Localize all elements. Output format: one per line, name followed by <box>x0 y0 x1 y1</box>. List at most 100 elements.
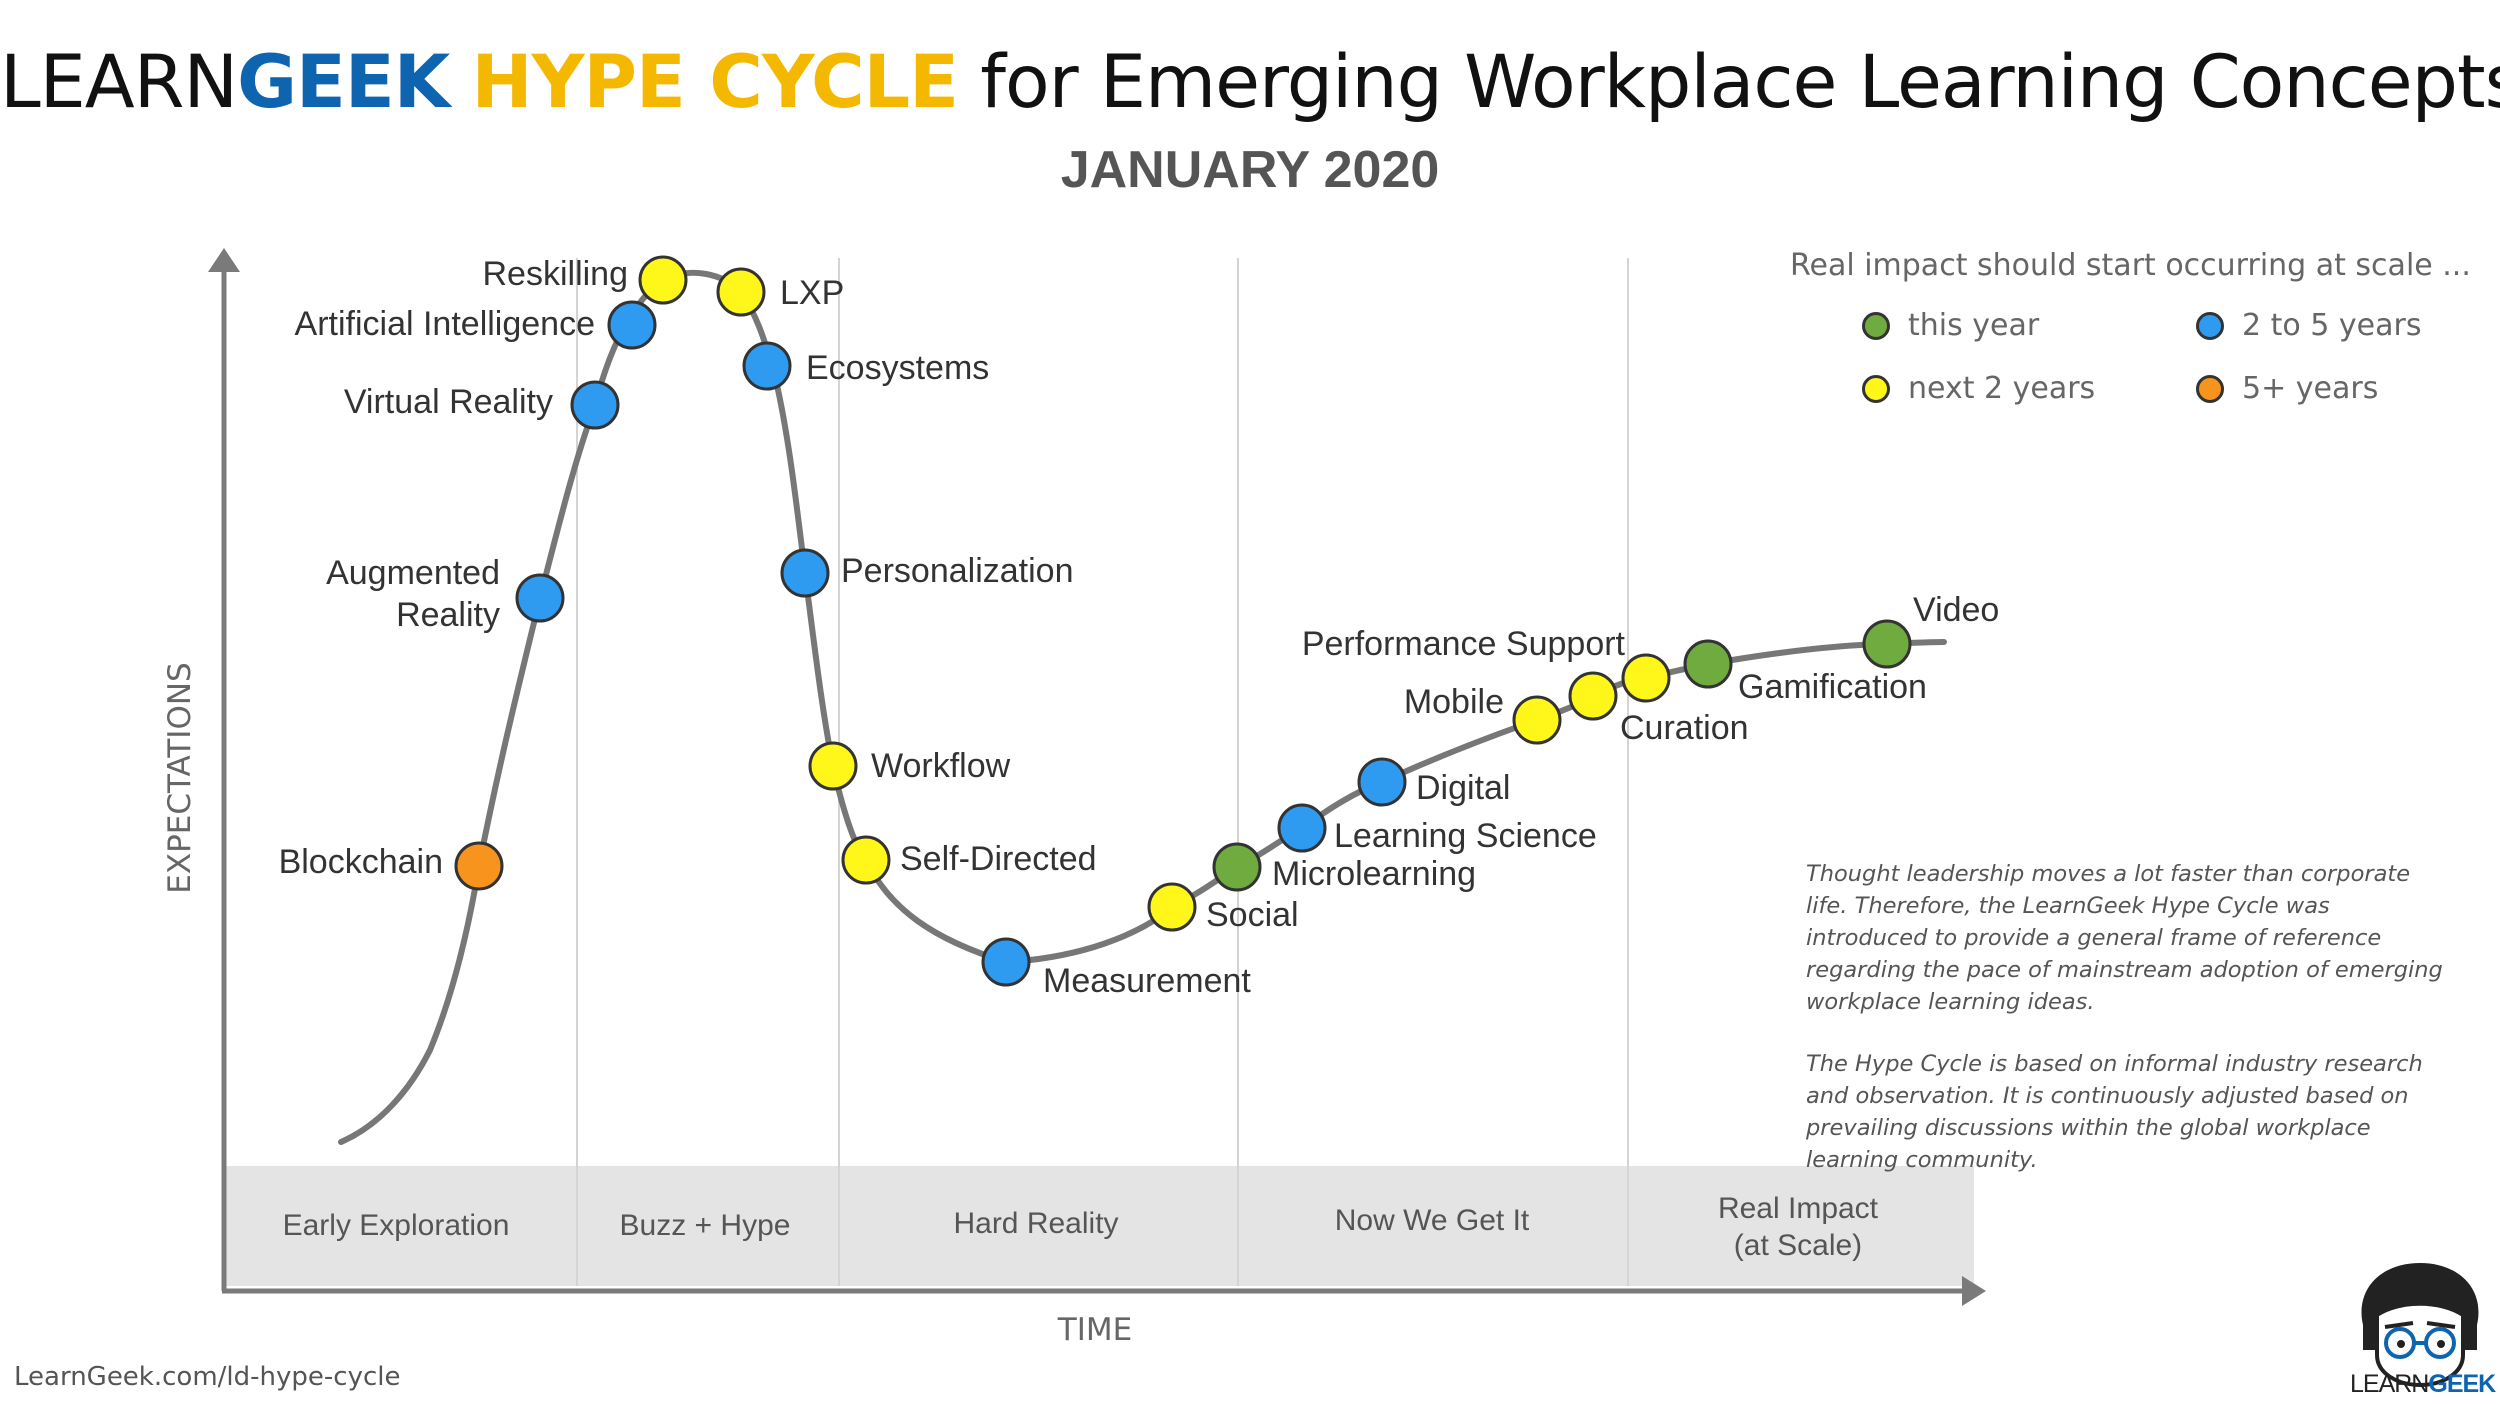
concept-dot-yellow <box>638 255 688 305</box>
concept-label: Performance Support <box>1302 625 1626 663</box>
note-paragraph: Thought leadership moves a lot faster th… <box>1806 861 2443 1015</box>
concept-label: Digital <box>1416 769 1510 807</box>
legend-swatch <box>1862 374 1890 403</box>
concept-dot-yellow <box>716 267 766 317</box>
concept-marker: Mobile <box>1404 683 1562 745</box>
concept-dot-blue <box>742 341 792 391</box>
concept-markers: Blockchain Augmented Reality Virtual Realit… <box>279 255 2000 1000</box>
concept-dot-blue <box>1357 757 1407 807</box>
title-rest: for Emerging Workplace Learning Concepts <box>958 40 2500 125</box>
concept-marker: Video <box>1862 591 1999 669</box>
footer-url: LearnGeek.com/ld-hype-cycle <box>14 1362 401 1392</box>
note-paragraph: The Hype Cycle is based on informal indu… <box>1806 1051 2423 1173</box>
legend-item-2-to-5-years: 2 to 5 years <box>2196 308 2421 343</box>
legend-swatch <box>2196 311 2224 340</box>
concept-marker: Performance Support <box>1302 625 1626 721</box>
phase-label: Buzz + Hype <box>620 1209 791 1242</box>
concept-marker: Blockchain <box>279 841 504 891</box>
concept-marker: Learning Science <box>1277 803 1597 855</box>
phase-label: Hard Reality <box>953 1207 1118 1240</box>
phase-band <box>224 1166 1974 1286</box>
concept-label: Video <box>1913 591 1999 629</box>
concept-marker: LXP <box>716 267 844 317</box>
concept-dot-green <box>1212 842 1262 892</box>
concept-marker: Artificial Intelligence <box>295 300 657 350</box>
title-learn: LEARN <box>0 40 238 125</box>
logo-wordmark: LEARNGEEK <box>2350 1370 2496 1399</box>
concept-label: Gamification <box>1738 668 1927 706</box>
concept-label: Reality <box>396 596 500 634</box>
concept-marker: Virtual Reality <box>344 380 620 430</box>
concept-dot-blue <box>1277 803 1327 853</box>
concept-marker: Workflow <box>808 741 1011 791</box>
concept-label: Self-Directed <box>900 840 1097 878</box>
concept-marker: Augmented Reality <box>326 554 565 634</box>
page-subtitle: JANUARY 2020 <box>1060 141 1440 199</box>
concept-label: Augmented <box>326 554 500 592</box>
legend-item-this-year: this year <box>1862 308 2039 343</box>
phase-label: Real Impact <box>1718 1192 1879 1225</box>
concept-marker: Personalization <box>780 548 1073 598</box>
concept-label: Social <box>1206 896 1299 934</box>
x-axis-label: TIME <box>1057 1312 1132 1348</box>
phase-labels: Early Exploration Buzz + Hype Hard Reality… <box>283 1192 1879 1262</box>
concept-marker: Gamification <box>1683 639 1927 706</box>
y-axis-arrow-icon <box>208 248 240 272</box>
concept-dot-yellow <box>1512 695 1562 745</box>
concept-marker: Curation <box>1620 653 1749 747</box>
concept-label: Personalization <box>841 552 1073 590</box>
concept-dot-blue <box>570 380 620 430</box>
concept-label: Curation <box>1620 709 1749 747</box>
concept-dot-blue <box>607 300 657 350</box>
concept-dot-yellow <box>1568 671 1618 721</box>
concept-dot-blue <box>780 548 830 598</box>
legend-item-5-plus-years: 5+ years <box>2196 371 2378 406</box>
concept-label: Learning Science <box>1334 817 1597 855</box>
concept-label: Blockchain <box>279 843 443 881</box>
concept-label: Measurement <box>1043 962 1251 1000</box>
concept-dot-yellow <box>1147 882 1197 932</box>
concept-marker: Digital <box>1357 757 1510 807</box>
concept-label: Mobile <box>1404 683 1504 721</box>
phase-label: Early Exploration <box>283 1209 510 1242</box>
concept-dot-blue <box>515 573 565 623</box>
concept-marker: Social <box>1147 882 1299 934</box>
page-title: LEARNGEEK HYPE CYCLE for Emerging Workpl… <box>0 40 2500 125</box>
concept-dot-yellow <box>1621 653 1671 703</box>
concept-marker: Reskilling <box>483 255 688 305</box>
title-geek: GEEK <box>237 40 450 125</box>
disclaimer-note: Thought leadership moves a lot faster th… <box>1806 858 2456 1206</box>
logo-geek: GEEK <box>2428 1370 2496 1398</box>
legend-heading: Real impact should start occurring at sc… <box>1790 248 2471 283</box>
concept-label: Reskilling <box>483 255 629 293</box>
phase-label: Now We Get It <box>1335 1204 1530 1237</box>
learngeek-logo-icon <box>2361 1263 2479 1388</box>
concept-marker: Measurement <box>981 937 1251 1000</box>
concept-dot-yellow <box>808 741 858 791</box>
y-axis-label: EXPECTATIONS <box>162 662 198 893</box>
concept-dot-yellow <box>841 835 891 885</box>
axes <box>208 248 1986 1306</box>
legend: Real impact should start occurring at sc… <box>1750 248 2471 406</box>
concept-label: Virtual Reality <box>344 383 553 421</box>
legend-label: 2 to 5 years <box>2242 308 2422 343</box>
concept-label: Artificial Intelligence <box>295 305 595 343</box>
concept-dot-green <box>1862 619 1912 669</box>
concept-label: Ecosystems <box>806 349 989 387</box>
phase-band-background <box>224 1166 1974 1286</box>
legend-label: next 2 years <box>1908 371 2096 406</box>
title-hype-cycle: HYPE CYCLE <box>471 40 960 125</box>
x-axis-arrow-icon <box>1962 1276 1986 1306</box>
concept-marker: Ecosystems <box>742 341 989 391</box>
concept-label: Microlearning <box>1272 855 1476 893</box>
concept-label: Workflow <box>871 747 1011 785</box>
legend-item-next-2-years: next 2 years <box>1862 371 2095 406</box>
legend-swatch <box>1862 311 1890 340</box>
legend-swatch <box>2196 374 2224 403</box>
concept-dot-orange <box>454 841 504 891</box>
concept-label: LXP <box>780 274 844 312</box>
concept-dot-blue <box>981 937 1031 987</box>
legend-label: this year <box>1908 308 2040 343</box>
logo-learn: LEARN <box>2350 1370 2429 1398</box>
